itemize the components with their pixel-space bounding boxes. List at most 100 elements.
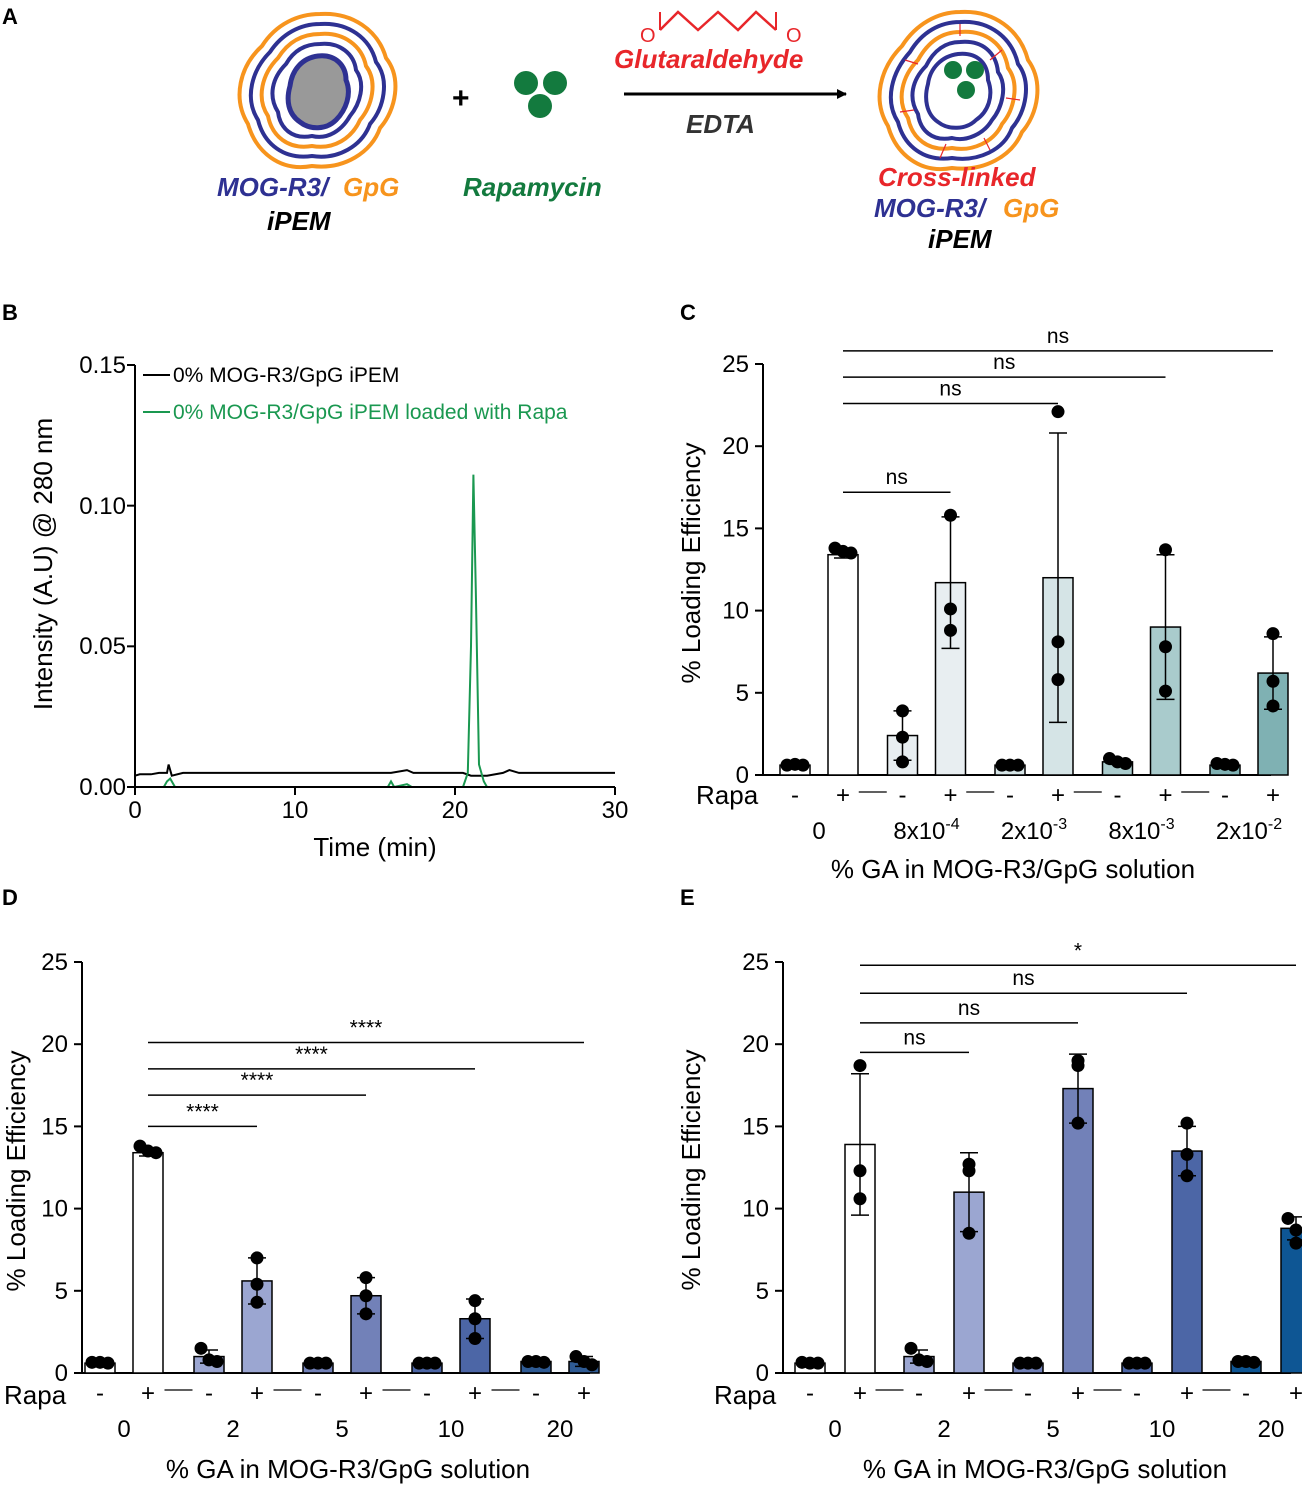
chromatogram-chart: 0 10 20 30 0.00 0.05 0.10 0.15 Time (min… bbox=[28, 352, 628, 862]
y-tick-label: 10 bbox=[41, 1196, 68, 1223]
rapa-sign: - bbox=[791, 782, 799, 809]
data-point bbox=[101, 1356, 115, 1370]
group-label: 0 bbox=[117, 1416, 130, 1443]
significance-label: **** bbox=[350, 1017, 383, 1040]
rapa-sign: - bbox=[806, 1380, 814, 1407]
data-point bbox=[1226, 758, 1240, 772]
rapa-sign: + bbox=[943, 782, 957, 809]
group-label: 8x10-3 bbox=[1108, 816, 1174, 845]
group-label: 0 bbox=[812, 818, 825, 845]
data-point bbox=[468, 1331, 482, 1345]
data-point bbox=[1051, 635, 1065, 649]
legend-label-unloaded: 0% MOG-R3/GpG iPEM bbox=[173, 364, 399, 387]
y-tick-label: 15 bbox=[722, 515, 749, 542]
data-point bbox=[149, 1146, 163, 1160]
rapa-row-label: Rapa bbox=[696, 780, 759, 810]
x-tick-label: 20 bbox=[442, 797, 469, 824]
data-point bbox=[944, 508, 957, 522]
rapa-sign: - bbox=[1221, 782, 1229, 809]
panel-label-d: D bbox=[2, 885, 18, 910]
significance-label: * bbox=[1074, 939, 1082, 962]
data-point bbox=[359, 1289, 373, 1303]
rapa-sign: + bbox=[468, 1380, 482, 1407]
group-label: 2x10-3 bbox=[1001, 816, 1067, 845]
panel-label-b: B bbox=[2, 300, 18, 325]
data-point bbox=[428, 1356, 442, 1370]
data-point bbox=[1180, 1116, 1194, 1130]
rapa-sign: - bbox=[96, 1380, 104, 1407]
x-tick-label: 10 bbox=[282, 797, 309, 824]
data-point bbox=[944, 623, 957, 637]
y-tick-label: 25 bbox=[722, 351, 749, 378]
panel-label-a: A bbox=[2, 4, 18, 29]
chromatogram-line-unloaded bbox=[134, 764, 615, 777]
data-point bbox=[896, 730, 909, 744]
ipem-particle-right bbox=[877, 9, 1040, 172]
rapa-sign: + bbox=[577, 1380, 591, 1407]
group-label-exponent: -2 bbox=[1268, 816, 1282, 833]
data-point bbox=[468, 1294, 482, 1308]
group-label-exponent: -3 bbox=[1160, 816, 1174, 833]
rapamycin-icon bbox=[514, 71, 567, 118]
data-point bbox=[1138, 1356, 1152, 1370]
rapa-sign: - bbox=[915, 1380, 923, 1407]
group-label: 0 bbox=[828, 1416, 841, 1443]
significance-label: ns bbox=[1047, 325, 1069, 348]
chromatogram-line-loaded bbox=[135, 474, 615, 789]
significance-label: **** bbox=[186, 1100, 219, 1123]
rapa-sign: + bbox=[836, 782, 850, 809]
y-tick-label: 0.00 bbox=[79, 774, 126, 801]
group-label: 2 bbox=[226, 1416, 239, 1443]
bar-chart-c-y-axis-label: % Loading Efficiency bbox=[676, 443, 706, 684]
bar-chart-c-x-axis-label: % GA in MOG-R3/GpG solution bbox=[831, 854, 1195, 884]
data-point bbox=[1011, 758, 1025, 772]
data-point bbox=[1119, 756, 1132, 770]
rapa-sign: + bbox=[1180, 1380, 1194, 1407]
bar-plus bbox=[1171, 1150, 1203, 1374]
rapa-sign: - bbox=[1133, 1380, 1141, 1407]
rapa-row-label: Rapa bbox=[4, 1380, 67, 1410]
rapa-sign: + bbox=[853, 1380, 867, 1407]
data-point bbox=[944, 602, 957, 616]
chromatogram-y-axis-label: Intensity (A.U) @ 280 nm bbox=[28, 418, 58, 710]
group-label: 10 bbox=[1149, 1416, 1176, 1443]
rapa-sign: + bbox=[1158, 782, 1172, 809]
aldehyde-o-left: O bbox=[640, 25, 656, 47]
data-point bbox=[359, 1307, 373, 1321]
group-label: 20 bbox=[547, 1416, 574, 1443]
data-point bbox=[468, 1312, 482, 1326]
rapa-sign: - bbox=[899, 782, 907, 809]
bar-chart-e-y-axis-label: % Loading Efficiency bbox=[676, 1050, 706, 1291]
reagent-glutaraldehyde: Glutaraldehyde bbox=[614, 44, 803, 74]
data-point bbox=[811, 1356, 825, 1370]
significance-label: ns bbox=[939, 377, 961, 400]
y-tick-label: 25 bbox=[41, 949, 68, 976]
rapa-sign: + bbox=[1051, 782, 1065, 809]
y-tick-label: 20 bbox=[742, 1031, 769, 1058]
data-point bbox=[1159, 640, 1172, 654]
significance-label: **** bbox=[295, 1043, 328, 1066]
data-point bbox=[1266, 627, 1280, 641]
legend-label-loaded: 0% MOG-R3/GpG iPEM loaded with Rapa bbox=[173, 401, 568, 424]
y-tick-label: 0.05 bbox=[79, 633, 126, 660]
right-label-crosslinked: Cross-linked bbox=[878, 162, 1037, 192]
data-point bbox=[796, 758, 810, 772]
group-label: 2 bbox=[937, 1416, 950, 1443]
data-point bbox=[904, 1341, 918, 1355]
group-label: 20 bbox=[1258, 1416, 1285, 1443]
bar-plus bbox=[1062, 1087, 1094, 1374]
significance-label: ns bbox=[903, 1026, 925, 1049]
data-point bbox=[962, 1226, 976, 1240]
chromatogram-ticks bbox=[127, 364, 616, 795]
group-label: 8x10-4 bbox=[893, 816, 959, 845]
y-tick-label: 0 bbox=[55, 1360, 68, 1387]
data-point bbox=[844, 546, 858, 560]
y-tick-label: 0.10 bbox=[79, 493, 126, 520]
data-point bbox=[1159, 543, 1172, 557]
bar-chart-d-y-axis-label: % Loading Efficiency bbox=[1, 1051, 31, 1292]
y-tick-label: 5 bbox=[756, 1278, 769, 1305]
